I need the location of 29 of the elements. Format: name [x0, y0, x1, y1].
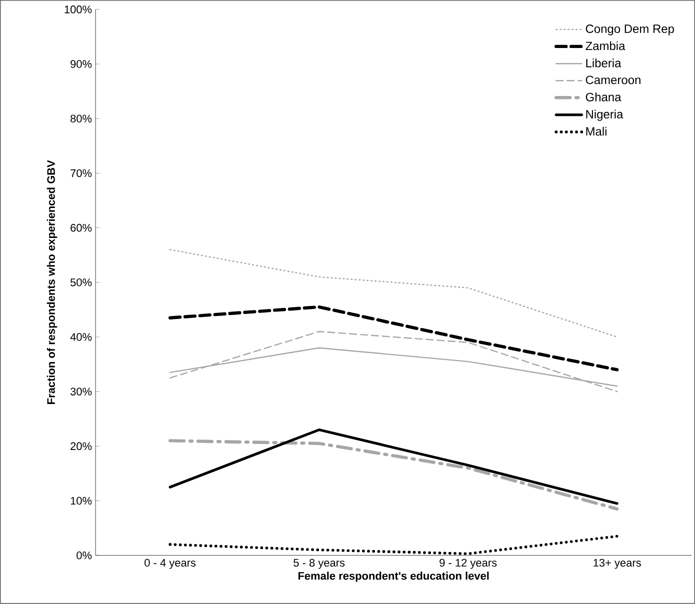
y-tick-label: 60%: [70, 224, 92, 232]
legend-label: Cameroon: [586, 76, 640, 84]
legend-label: Ghana: [586, 92, 622, 102]
y-axis-title: Fraction of respondents who experienced GBV: [46, 160, 58, 404]
line-series: [169, 330, 618, 392]
x-tick-label: 9 - 12 years: [440, 558, 497, 569]
x-axis-title: Female respondent's education level: [298, 572, 489, 582]
legend-label: Nigeria: [586, 110, 624, 121]
y-tick-label: 0%: [76, 552, 92, 560]
y-tick-label: 10%: [70, 496, 92, 505]
x-tick-label: 5 - 8 years: [294, 558, 345, 569]
y-tick-label: 40%: [70, 333, 92, 341]
y-tick-label: 30%: [70, 388, 92, 396]
y-tick-label: 90%: [70, 60, 92, 68]
y-tick-label: 100%: [64, 6, 92, 14]
x-tick-label: 13+ years: [594, 558, 641, 569]
legend-label: Mali: [586, 126, 606, 136]
y-tick-label: 70%: [70, 169, 92, 178]
line-series: [169, 249, 618, 338]
y-tick-label: 20%: [70, 442, 92, 450]
legend-label: Zambia: [586, 41, 626, 50]
line-series: [168, 305, 619, 372]
line-series: [168, 428, 618, 505]
y-tick-label: 80%: [70, 114, 92, 123]
legend-label: Congo Dem Rep: [586, 24, 674, 36]
x-tick-label: 0 - 4 years: [144, 558, 196, 569]
line-series: [168, 439, 619, 511]
legend-label: Liberia: [586, 58, 622, 68]
y-tick-label: 50%: [70, 278, 92, 286]
